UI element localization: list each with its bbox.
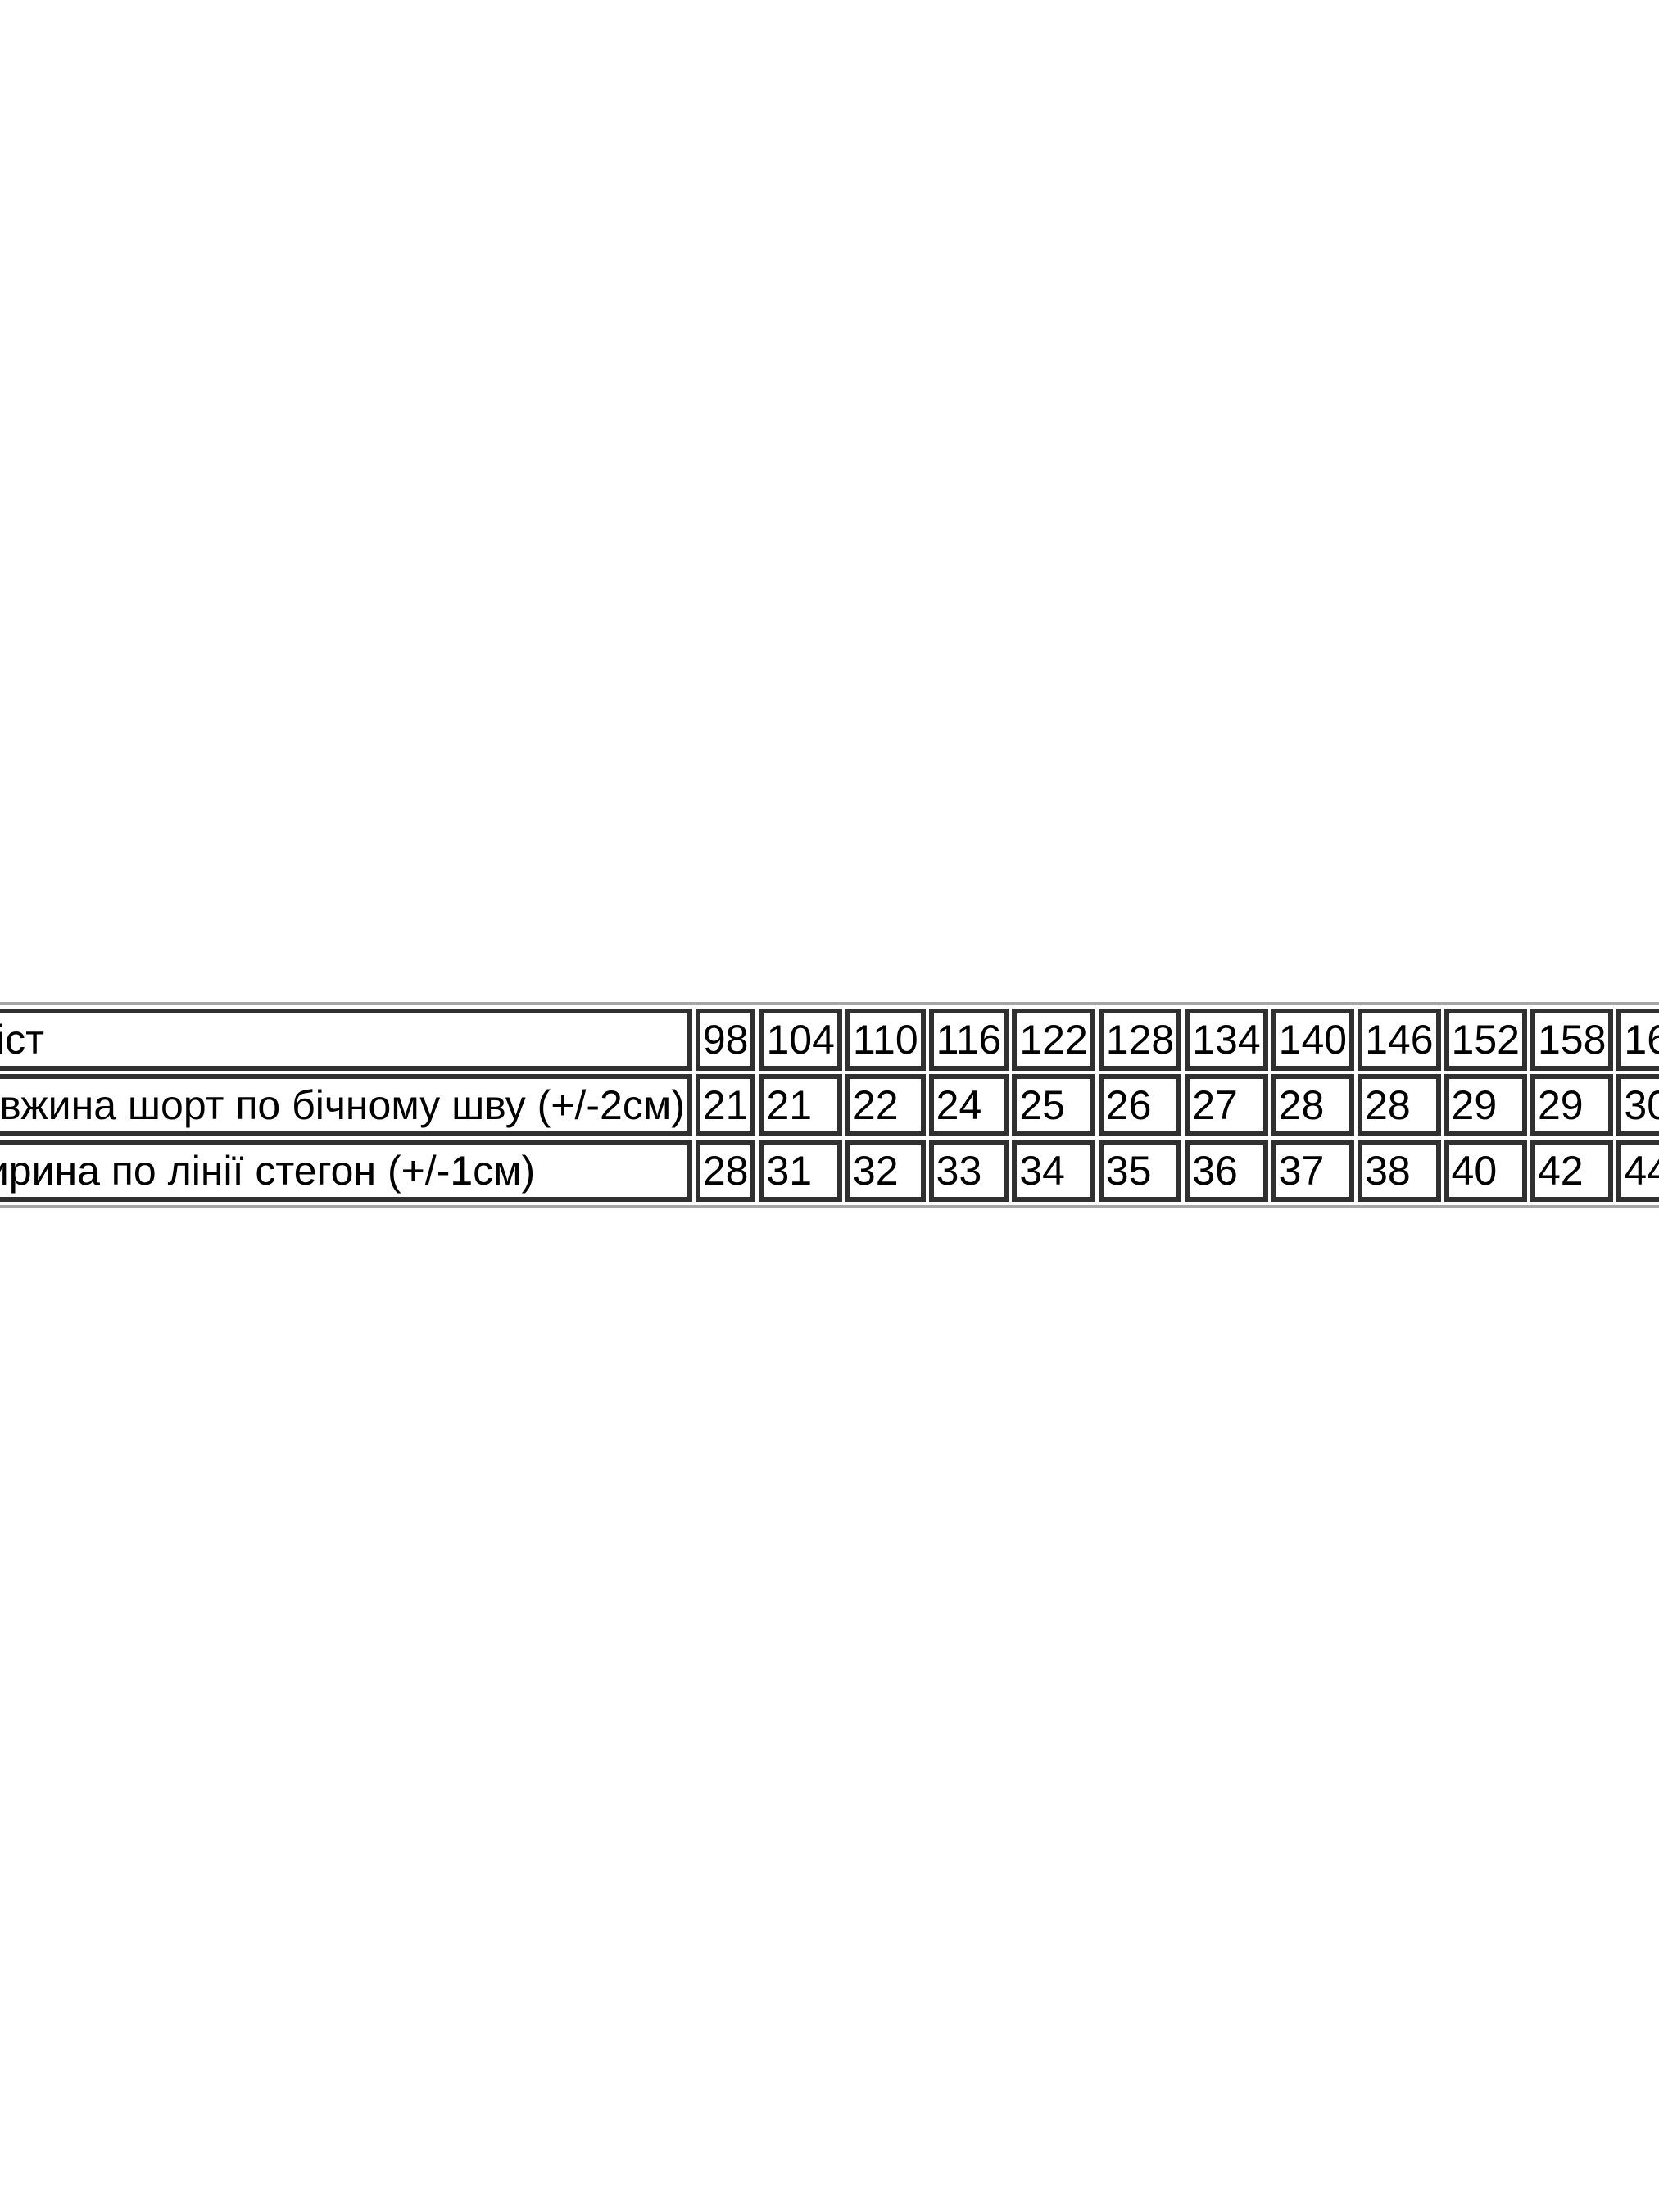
- size-header-row: Зріст98104110116122128134140146152158164: [0, 1009, 1659, 1071]
- row-label-cell: Ширина по лінії стегон (+/-1см): [0, 1140, 692, 1202]
- size-header-cell: 134: [1185, 1009, 1268, 1071]
- size-header-cell: 110: [845, 1009, 926, 1071]
- value-cell: 30: [1616, 1074, 1659, 1136]
- size-header-cell: 128: [1098, 1009, 1182, 1071]
- value-cell: 21: [695, 1074, 756, 1136]
- value-cell: 29: [1530, 1074, 1614, 1136]
- table-row: Довжина шорт по бічному шву (+/-2см) 21 21…: [0, 1074, 1659, 1136]
- value-cell: 25: [1012, 1074, 1095, 1136]
- value-cell: 26: [1098, 1074, 1182, 1136]
- size-chart-table: Зріст98104110116122128134140146152158164…: [0, 1002, 1659, 1208]
- value-cell: 28: [1358, 1074, 1441, 1136]
- size-header-cell: 164: [1616, 1009, 1659, 1071]
- value-cell: 29: [1444, 1074, 1527, 1136]
- size-header-cell: 122: [1012, 1009, 1095, 1071]
- value-cell: 31: [759, 1140, 842, 1202]
- corner-label-cell: Зріст: [0, 1009, 692, 1071]
- value-cell: 28: [695, 1140, 756, 1202]
- size-header-cell: 152: [1444, 1009, 1527, 1071]
- value-cell: 44: [1616, 1140, 1659, 1202]
- value-cell: 24: [928, 1074, 1009, 1136]
- size-header-cell: 104: [759, 1009, 842, 1071]
- value-cell: 27: [1185, 1074, 1268, 1136]
- value-cell: 21: [759, 1074, 842, 1136]
- value-cell: 28: [1271, 1074, 1355, 1136]
- size-header-cell: 140: [1271, 1009, 1355, 1071]
- value-cell: 42: [1530, 1140, 1614, 1202]
- value-cell: 34: [1012, 1140, 1095, 1202]
- size-header-cell: 116: [928, 1009, 1009, 1071]
- value-cell: 32: [845, 1140, 926, 1202]
- size-chart-region: Зріст98104110116122128134140146152158164…: [0, 1002, 1659, 1208]
- size-chart-body: Зріст98104110116122128134140146152158164…: [0, 1009, 1659, 1202]
- value-cell: 40: [1444, 1140, 1527, 1202]
- table-row: Ширина по лінії стегон (+/-1см) 28 31 32 33 3…: [0, 1140, 1659, 1202]
- value-cell: 33: [928, 1140, 1009, 1202]
- size-header-cell: 98: [695, 1009, 756, 1071]
- size-header-cell: 158: [1530, 1009, 1614, 1071]
- value-cell: 22: [845, 1074, 926, 1136]
- value-cell: 35: [1098, 1140, 1182, 1202]
- row-label-cell: Довжина шорт по бічному шву (+/-2см): [0, 1074, 692, 1136]
- size-header-cell: 146: [1358, 1009, 1441, 1071]
- value-cell: 38: [1358, 1140, 1441, 1202]
- value-cell: 37: [1271, 1140, 1355, 1202]
- value-cell: 36: [1185, 1140, 1268, 1202]
